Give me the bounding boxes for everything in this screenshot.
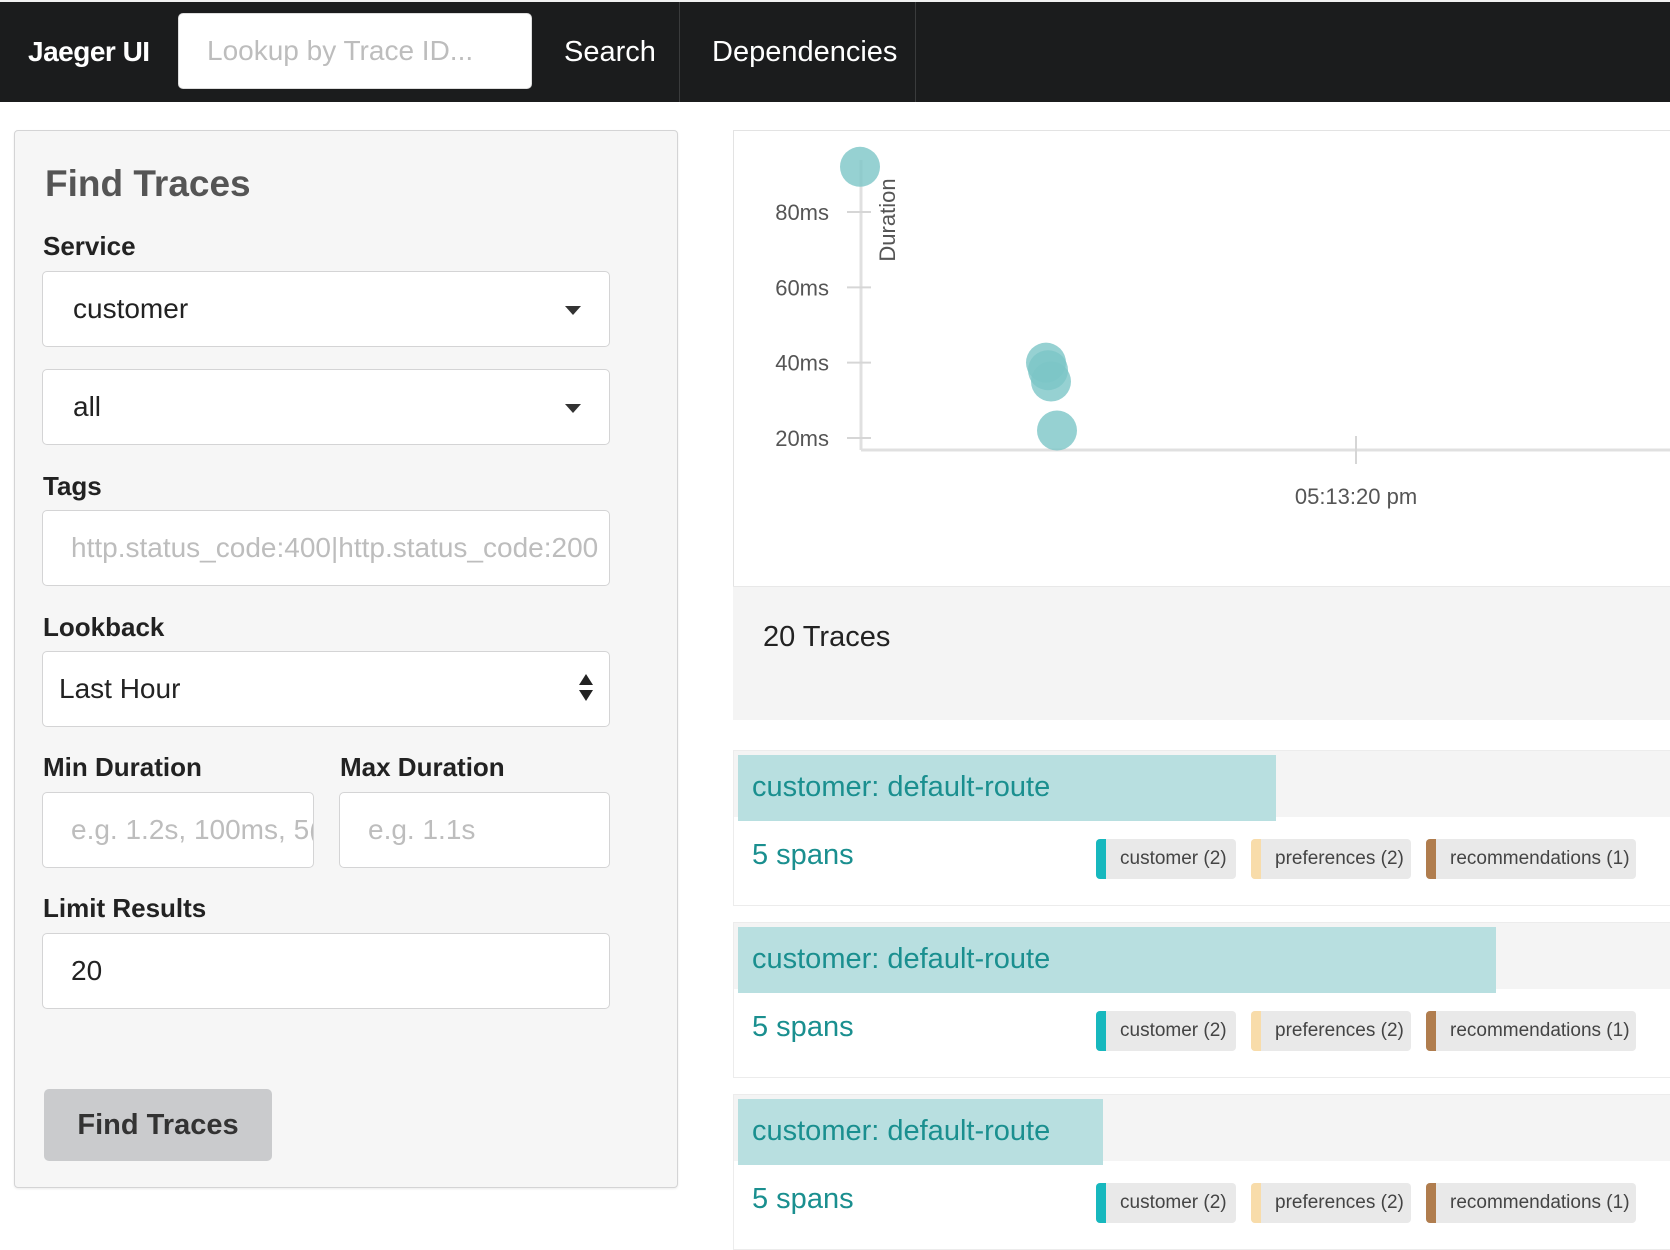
trace-span-count: 5 spans xyxy=(752,839,854,871)
max-duration-input[interactable]: e.g. 1.1s xyxy=(339,792,610,868)
operation-select-value: all xyxy=(73,391,102,422)
trace-id-lookup-input[interactable] xyxy=(178,13,532,89)
service-tag: recommendations (1) xyxy=(1426,1183,1636,1223)
max-duration-label: Max Duration xyxy=(340,752,505,782)
find-traces-panel: Find Traces Service customer all Tags ht… xyxy=(14,130,678,1188)
tags-label: Tags xyxy=(43,471,102,501)
service-color-stripe xyxy=(1096,839,1106,879)
trace-point xyxy=(840,146,880,187)
service-color-stripe xyxy=(1426,1183,1436,1223)
trace-title[interactable]: customer: default-route xyxy=(752,1115,1051,1147)
nav-dependencies-link[interactable]: Dependencies xyxy=(680,2,916,102)
trace-duration-bar xyxy=(738,927,1496,993)
find-traces-button[interactable]: Find Traces xyxy=(44,1089,272,1161)
min-duration-input[interactable]: e.g. 1.2s, 100ms, 5( xyxy=(42,792,314,868)
service-tag-label: recommendations (1) xyxy=(1450,848,1630,869)
service-tag: preferences (2) xyxy=(1251,839,1411,879)
limit-results-label: Limit Results xyxy=(43,893,207,923)
service-tag-label: customer (2) xyxy=(1120,848,1227,869)
service-tag: preferences (2) xyxy=(1251,1183,1411,1223)
service-tag: recommendations (1) xyxy=(1426,1011,1636,1051)
lookback-label: Lookback xyxy=(43,612,165,642)
service-tag: customer (2) xyxy=(1096,1011,1236,1051)
traces-count-bar: 20 Traces xyxy=(733,586,1670,720)
trace-title[interactable]: customer: default-route xyxy=(752,771,1051,803)
service-color-stripe xyxy=(1096,1011,1106,1051)
tags-input[interactable]: http.status_code:400|http.status_code:20… xyxy=(42,510,610,586)
service-label: Service xyxy=(43,231,136,261)
trace-span-count: 5 spans xyxy=(752,1011,854,1043)
service-tag-label: customer (2) xyxy=(1120,1192,1227,1213)
lookback-select[interactable]: Last Hour xyxy=(42,651,610,727)
service-color-stripe xyxy=(1251,1183,1261,1223)
limit-results-input[interactable]: 20 xyxy=(42,933,610,1009)
service-tag: customer (2) xyxy=(1096,1183,1236,1223)
trace-point xyxy=(1037,410,1077,451)
service-tag: customer (2) xyxy=(1096,839,1236,879)
chevron-down-icon xyxy=(565,404,581,413)
nav-search-link[interactable]: Search xyxy=(532,2,680,102)
service-color-stripe xyxy=(1251,1011,1261,1051)
trace-row[interactable]: customer: default-route 5 spans customer (… xyxy=(733,1094,1670,1250)
service-color-stripe xyxy=(1426,1011,1436,1051)
service-color-stripe xyxy=(1426,839,1436,879)
y-tick-label: 20ms xyxy=(775,426,829,451)
trace-duration-bar xyxy=(738,755,1276,821)
scatter-plot-svg: 20ms 40ms 60ms 80ms 05:13:20 pm Duration xyxy=(775,146,1670,509)
trace-duration-bar xyxy=(738,1099,1103,1165)
traces-count: 20 Traces xyxy=(763,621,891,653)
y-axis-title: Duration xyxy=(875,178,900,261)
y-tick-label: 40ms xyxy=(775,351,829,376)
trace-span-count: 5 spans xyxy=(752,1183,854,1215)
service-tag-label: preferences (2) xyxy=(1275,1192,1404,1213)
service-tag-label: recommendations (1) xyxy=(1450,1020,1630,1041)
top-nav-bar: Jaeger UI Search Dependencies xyxy=(0,0,1670,102)
service-tag-label: preferences (2) xyxy=(1275,1020,1404,1041)
x-tick-label: 05:13:20 pm xyxy=(1295,484,1417,509)
service-tag: preferences (2) xyxy=(1251,1011,1411,1051)
min-duration-label: Min Duration xyxy=(43,752,202,782)
service-tag-label: recommendations (1) xyxy=(1450,1192,1630,1213)
brand-logo[interactable]: Jaeger UI xyxy=(28,36,150,67)
operation-select[interactable]: all xyxy=(42,369,610,445)
trace-row[interactable]: customer: default-route 5 spans customer (… xyxy=(733,922,1670,1078)
service-tag-label: customer (2) xyxy=(1120,1020,1227,1041)
trace-point xyxy=(1031,361,1071,402)
service-color-stripe xyxy=(1251,839,1261,879)
up-down-arrows-icon xyxy=(579,674,595,704)
panel-title: Find Traces xyxy=(45,163,251,204)
lookback-select-value: Last Hour xyxy=(59,673,181,704)
service-color-stripe xyxy=(1096,1183,1106,1223)
chevron-down-icon xyxy=(565,306,581,315)
y-tick-label: 80ms xyxy=(775,200,829,225)
service-select-value: customer xyxy=(73,293,189,324)
service-select[interactable]: customer xyxy=(42,271,610,347)
service-tag-label: preferences (2) xyxy=(1275,848,1404,869)
y-tick-label: 60ms xyxy=(775,275,829,300)
service-tag: recommendations (1) xyxy=(1426,839,1636,879)
trace-row[interactable]: customer: default-route 5 spans customer (… xyxy=(733,750,1670,906)
trace-title[interactable]: customer: default-route xyxy=(752,943,1051,975)
